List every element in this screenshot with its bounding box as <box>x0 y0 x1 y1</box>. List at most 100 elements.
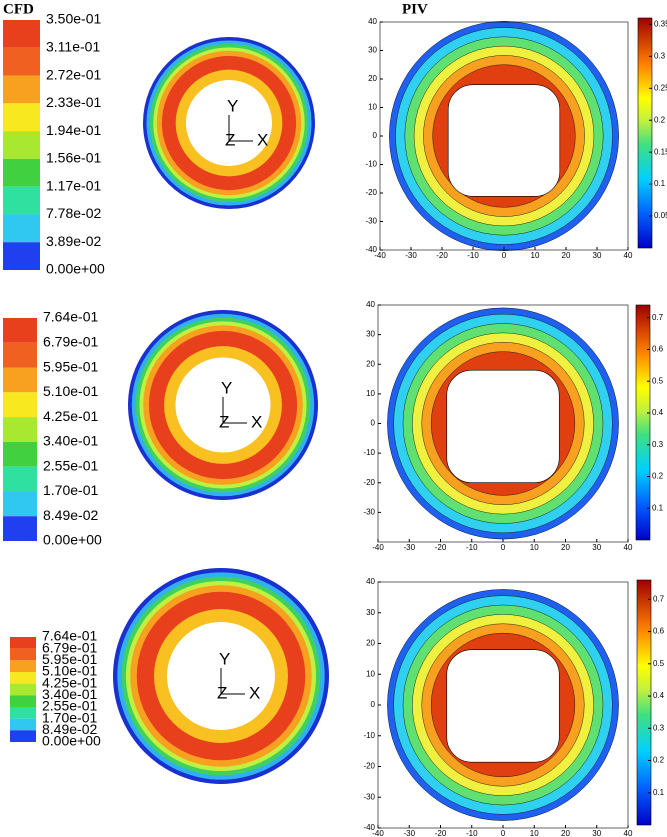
triad-label: Z <box>217 683 227 702</box>
legend-label: 2.33e-01 <box>46 94 101 110</box>
y-tick-label: 0 <box>373 131 378 140</box>
colorbar-tick-label: 0.3 <box>653 723 665 732</box>
colorbar-tick-label: 0.25 <box>654 83 667 92</box>
triad-label: X <box>257 130 268 149</box>
legend-swatch <box>10 730 36 742</box>
legend-label: 0.00e+00 <box>42 733 101 749</box>
x-tick-label: 0 <box>501 543 506 552</box>
colorbar-tick-label: 0.7 <box>653 594 665 603</box>
legend-swatch <box>3 516 37 541</box>
legend-label: 4.25e-01 <box>42 674 97 690</box>
x-tick-label: 10 <box>530 543 539 552</box>
legend-swatch <box>3 367 37 393</box>
colorbar-tick-label: 0.2 <box>653 756 665 765</box>
colorbar-tick-label: 0.05 <box>654 211 667 220</box>
legend-label: 7.64e-01 <box>43 309 98 325</box>
x-tick-label: 40 <box>624 829 633 837</box>
legend-label: 6.79e-01 <box>42 639 97 655</box>
y-tick-label: -20 <box>363 478 375 487</box>
legend-label: 3.11e-01 <box>46 38 100 54</box>
legend-swatch <box>3 75 40 104</box>
y-tick-label: -40 <box>363 823 375 832</box>
colorbar <box>635 304 651 541</box>
triad-label: Y <box>221 378 232 397</box>
piv-hub <box>446 369 560 483</box>
triad-label: X <box>249 683 260 702</box>
legend-swatch <box>3 131 40 159</box>
y-tick-label: 30 <box>366 608 375 617</box>
legend-label: 2.72e-01 <box>46 66 101 82</box>
x-tick-label: -10 <box>466 543 478 552</box>
colorbar-tick-label: 0.6 <box>653 627 665 636</box>
x-tick-label: 20 <box>561 543 570 552</box>
triad-label: Y <box>219 649 230 668</box>
legend-label: 1.94e-01 <box>46 122 101 138</box>
x-tick-label: -10 <box>467 251 479 260</box>
legend-swatch <box>3 342 37 368</box>
legend-swatch <box>3 214 40 243</box>
y-tick-label: -30 <box>363 792 375 801</box>
y-tick-label: 10 <box>368 103 377 112</box>
x-tick-label: -20 <box>435 829 447 837</box>
legend-label: 0.00e+00 <box>46 261 105 277</box>
x-tick-label: 30 <box>592 543 601 552</box>
legend-swatch <box>3 242 40 270</box>
legend-label: 1.70e-01 <box>43 482 98 498</box>
legend-swatch <box>3 491 37 517</box>
legend-swatch <box>10 637 36 649</box>
legend-label: 1.17e-01 <box>46 177 101 193</box>
legend-swatch <box>10 707 36 719</box>
x-tick-label: 40 <box>624 251 633 260</box>
colorbar-tick-label: 0.2 <box>652 472 664 481</box>
y-tick-label: 10 <box>366 389 375 398</box>
colorbar-tick-label: 0.5 <box>653 659 665 668</box>
colorbar-tick-label: 0.15 <box>654 147 667 156</box>
x-tick-label: -30 <box>405 251 417 260</box>
legend-swatch <box>3 417 37 442</box>
legend-label: 7.78e-02 <box>46 205 101 221</box>
y-tick-label: -30 <box>363 507 375 516</box>
triad-label: Z <box>219 412 229 431</box>
x-tick-label: 30 <box>593 251 602 260</box>
colorbar-tick-label: 0.3 <box>654 51 666 60</box>
legend-swatch <box>3 318 37 343</box>
x-tick-label: -20 <box>436 251 448 260</box>
colorbar-tick-label: 0.6 <box>652 345 664 354</box>
y-tick-label: -10 <box>363 448 375 457</box>
colorbar-tick-label: 0.5 <box>652 376 664 385</box>
triad-label: Y <box>227 96 238 115</box>
colorbar-tick-label: 0.1 <box>653 788 665 797</box>
y-tick-label: -20 <box>363 762 375 771</box>
legend-label: 3.89e-02 <box>46 233 101 249</box>
legend-label: 2.55e-01 <box>42 698 97 714</box>
x-tick-label: -40 <box>374 251 386 260</box>
y-tick-label: -30 <box>365 217 377 226</box>
y-tick-label: 30 <box>366 330 375 339</box>
x-tick-label: 40 <box>624 543 633 552</box>
x-tick-label: 10 <box>531 251 540 260</box>
x-tick-label: 0 <box>501 829 506 837</box>
legend-label: 8.49e-02 <box>43 507 98 523</box>
legend-label: 6.79e-01 <box>43 333 98 349</box>
legend-label: 7.64e-01 <box>42 628 97 644</box>
colorbar-tick-label: 0.1 <box>654 179 666 188</box>
colorbar-tick-label: 0.4 <box>653 691 665 700</box>
legend-swatch <box>3 20 40 48</box>
x-tick-label: -30 <box>403 543 415 552</box>
legend-label: 8.49e-02 <box>42 721 97 737</box>
legend-label: 1.70e-01 <box>42 709 97 725</box>
x-tick-label: -30 <box>403 829 415 837</box>
y-tick-label: 20 <box>368 74 377 83</box>
triad-label: X <box>251 412 262 431</box>
legend-swatch <box>10 718 36 731</box>
y-tick-label: 0 <box>371 419 376 428</box>
legend-label: 5.95e-01 <box>42 651 97 667</box>
piv-hub <box>446 649 560 763</box>
y-tick-label: 10 <box>366 669 375 678</box>
colorbar-tick-label: 0.3 <box>652 440 664 449</box>
colorbar-tick-label: 0.2 <box>654 115 666 124</box>
x-tick-label: -20 <box>435 543 447 552</box>
x-tick-label: 20 <box>562 251 571 260</box>
legend-label: 5.10e-01 <box>43 383 98 399</box>
legend-swatch <box>10 648 36 661</box>
